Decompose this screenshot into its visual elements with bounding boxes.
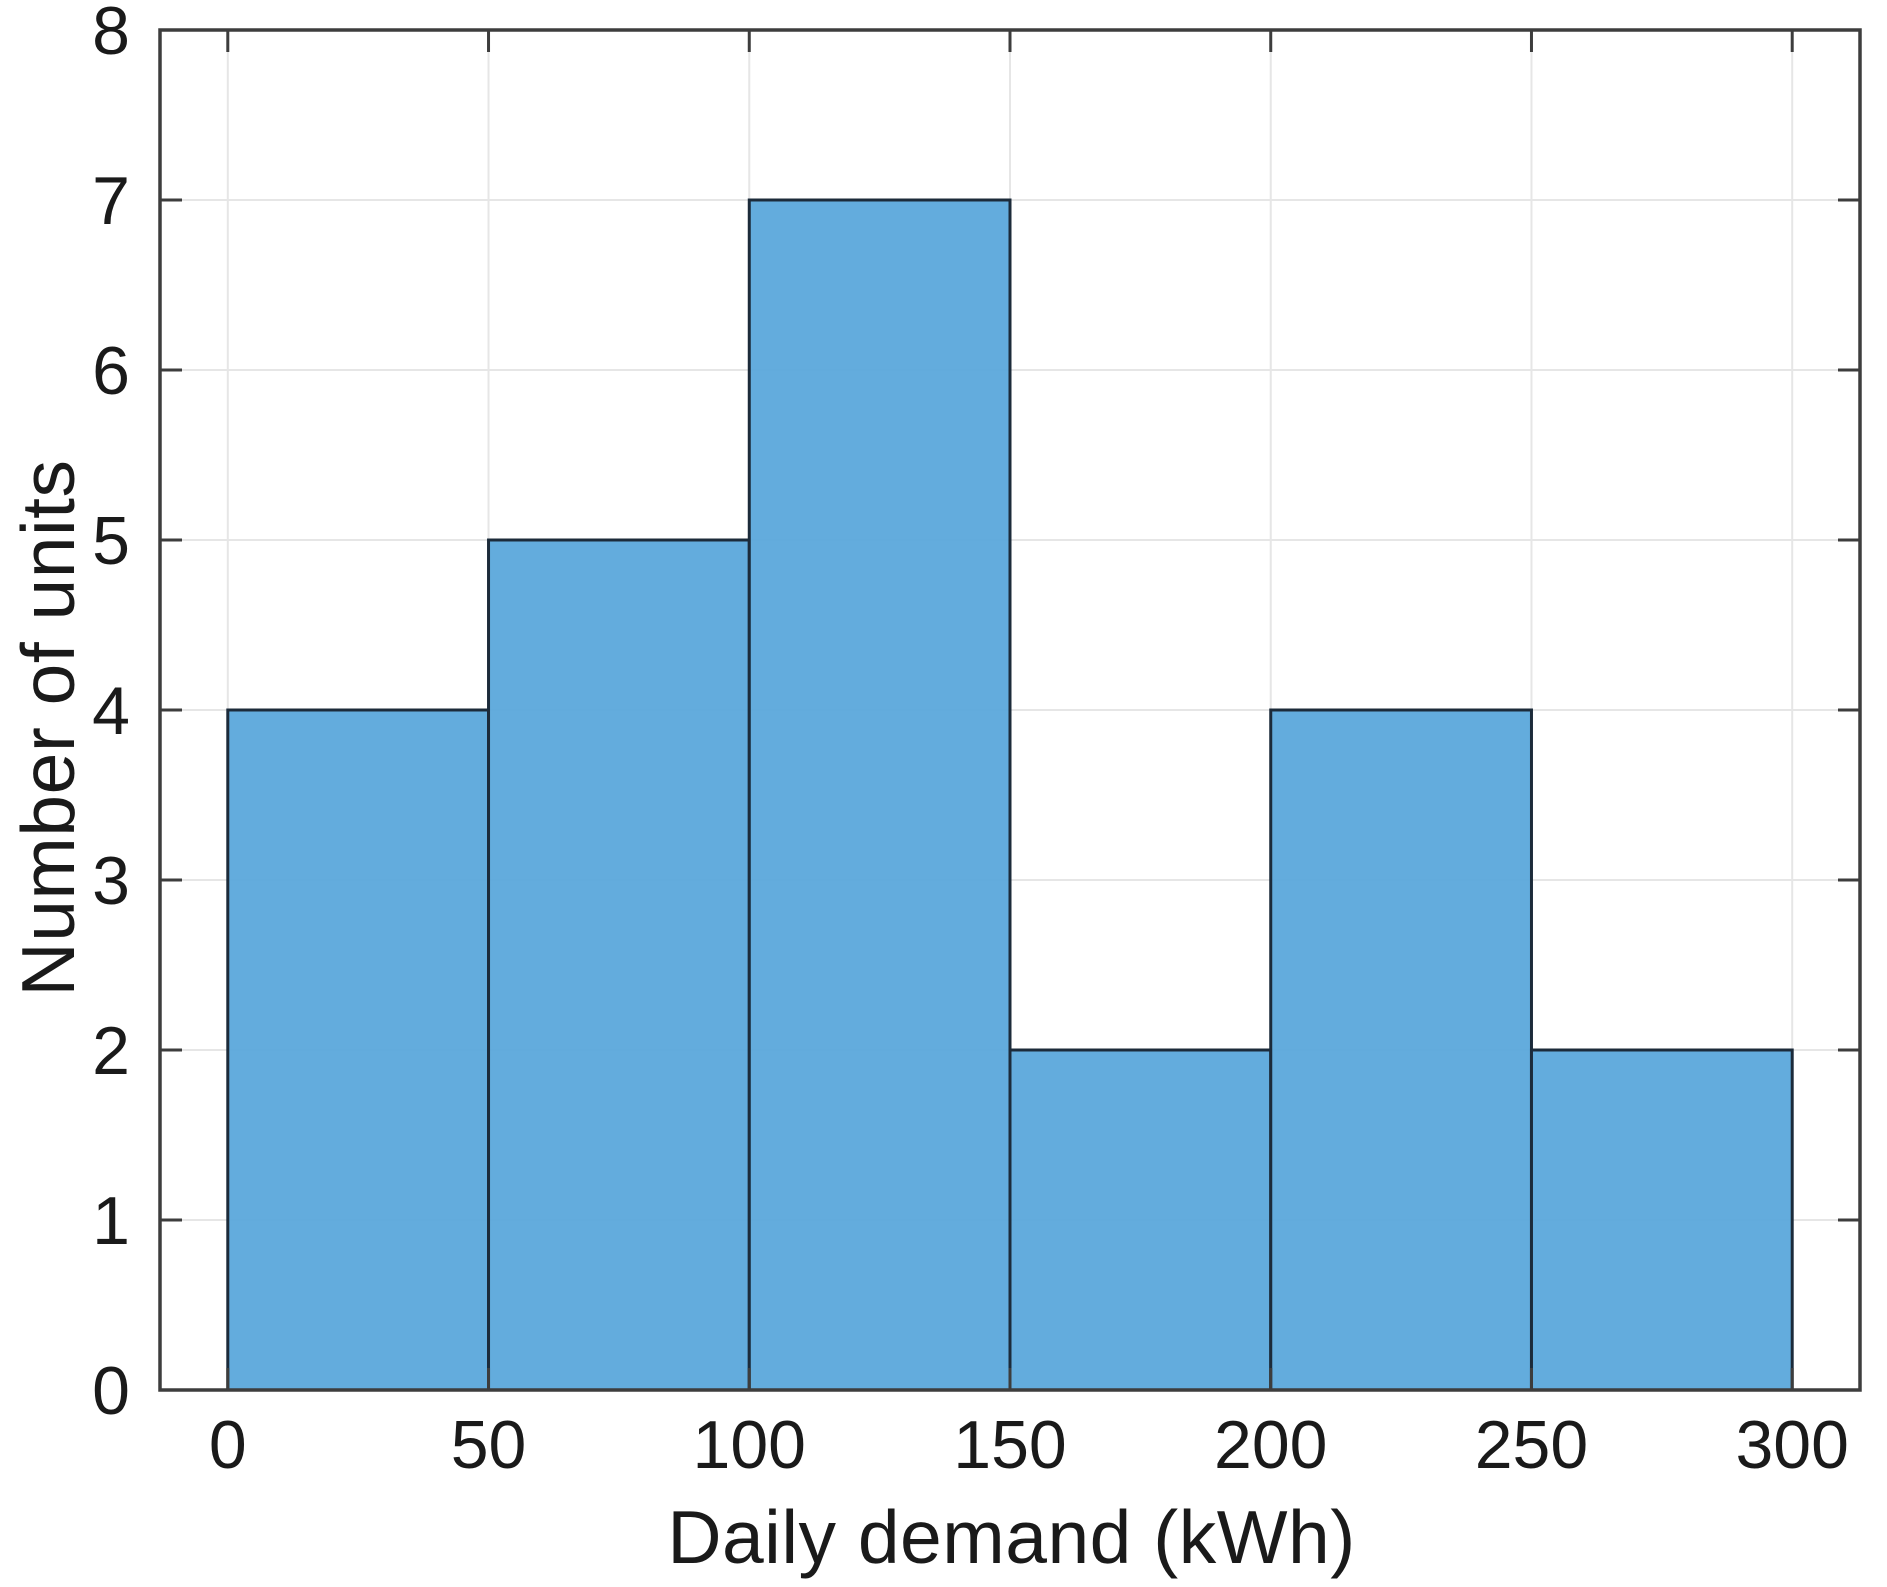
x-axis-label: Daily demand (kWh) — [667, 1495, 1356, 1579]
x-tick-label: 50 — [451, 1407, 527, 1483]
y-tick-label: 5 — [92, 503, 130, 579]
y-tick-label: 7 — [92, 163, 130, 239]
histogram-bar — [226, 708, 491, 1392]
x-tick-label: 150 — [953, 1407, 1066, 1483]
y-axis-label: Number of units — [6, 459, 90, 997]
x-tick-label: 0 — [209, 1407, 247, 1483]
histogram-bar — [1529, 1048, 1794, 1392]
y-tick-label: 2 — [92, 1013, 130, 1089]
y-tick-label: 1 — [92, 1183, 130, 1259]
y-tick-label: 0 — [92, 1353, 130, 1429]
x-tick-label: 100 — [693, 1407, 806, 1483]
y-tick-label: 4 — [92, 673, 130, 749]
histogram-bar — [487, 538, 751, 1392]
histogram-bar — [1269, 708, 1533, 1392]
x-tick-label: 300 — [1735, 1407, 1848, 1483]
x-tick-label: 250 — [1475, 1407, 1588, 1483]
x-tick-label: 200 — [1214, 1407, 1327, 1483]
y-tick-label: 3 — [92, 843, 130, 919]
y-tick-label: 8 — [92, 0, 130, 69]
histogram-bar — [1008, 1048, 1273, 1392]
histogram-bar — [747, 198, 1012, 1392]
y-tick-label: 6 — [92, 333, 130, 409]
